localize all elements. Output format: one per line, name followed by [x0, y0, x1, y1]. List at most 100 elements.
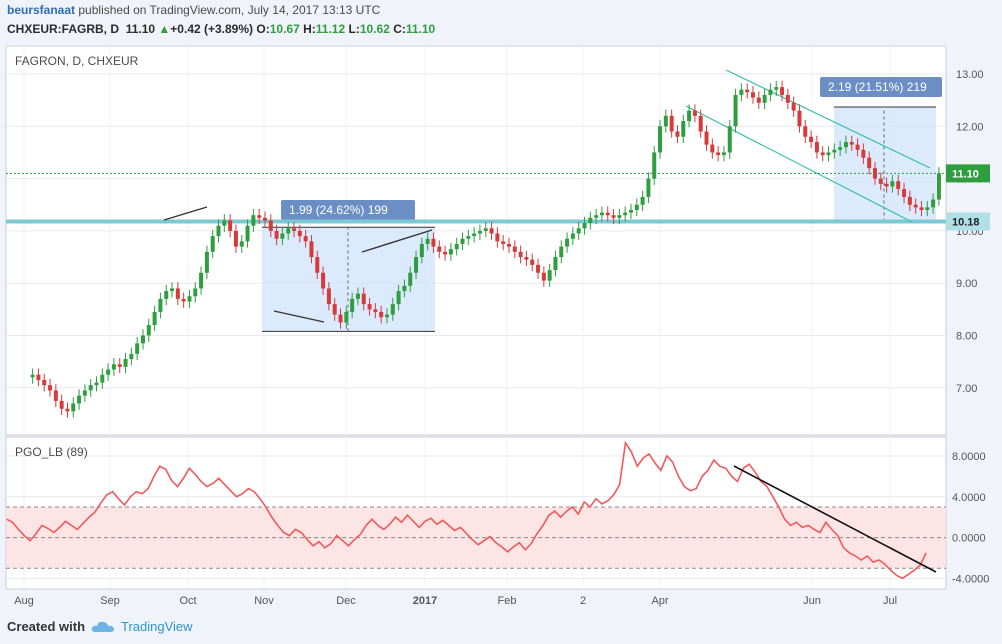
candle[interactable]: [617, 215, 622, 218]
candle[interactable]: [524, 257, 529, 260]
candle[interactable]: [762, 94, 767, 103]
channel-lower-line[interactable]: [685, 105, 913, 223]
candle[interactable]: [344, 311, 349, 323]
candle[interactable]: [838, 147, 843, 150]
candle[interactable]: [675, 131, 680, 137]
candle[interactable]: [129, 353, 134, 360]
candle[interactable]: [774, 87, 779, 90]
candle[interactable]: [425, 238, 430, 244]
candle[interactable]: [826, 152, 831, 156]
candle[interactable]: [59, 400, 64, 409]
candle[interactable]: [878, 178, 883, 184]
candle[interactable]: [268, 220, 273, 231]
candle[interactable]: [518, 251, 523, 258]
candle[interactable]: [477, 230, 482, 234]
candle[interactable]: [733, 94, 738, 127]
candle[interactable]: [233, 230, 238, 247]
candle[interactable]: [158, 298, 163, 312]
candle[interactable]: [814, 141, 819, 153]
trendline[interactable]: [361, 229, 433, 253]
candle[interactable]: [809, 136, 814, 142]
candle[interactable]: [71, 403, 76, 412]
candle[interactable]: [332, 304, 337, 315]
candle[interactable]: [646, 178, 651, 197]
candle[interactable]: [303, 236, 308, 242]
candle[interactable]: [588, 217, 593, 224]
candle[interactable]: [111, 364, 116, 370]
candle[interactable]: [321, 272, 326, 289]
candle[interactable]: [576, 228, 581, 234]
candle[interactable]: [135, 343, 140, 354]
candle[interactable]: [257, 215, 262, 218]
candle[interactable]: [170, 288, 175, 292]
candle[interactable]: [193, 288, 198, 297]
candle[interactable]: [634, 204, 639, 210]
candle[interactable]: [414, 257, 419, 273]
candle[interactable]: [262, 217, 267, 221]
candle[interactable]: [472, 233, 477, 237]
candle[interactable]: [315, 257, 320, 273]
candle[interactable]: [843, 141, 848, 148]
candle[interactable]: [780, 87, 785, 95]
candle[interactable]: [536, 264, 541, 273]
candle[interactable]: [181, 298, 186, 302]
candle[interactable]: [402, 285, 407, 292]
candle[interactable]: [251, 215, 256, 226]
candle[interactable]: [745, 89, 750, 93]
pgo-trendline[interactable]: [733, 465, 937, 573]
candle[interactable]: [274, 230, 279, 239]
candle[interactable]: [204, 251, 209, 273]
candle[interactable]: [175, 288, 180, 299]
candle[interactable]: [384, 314, 389, 318]
candle[interactable]: [750, 92, 755, 98]
candle[interactable]: [460, 238, 465, 244]
tradingview-brand-link[interactable]: TradingView: [121, 619, 193, 634]
candle[interactable]: [297, 230, 302, 237]
candle[interactable]: [228, 220, 233, 231]
candle[interactable]: [710, 144, 715, 153]
candle[interactable]: [53, 390, 58, 401]
candle[interactable]: [902, 189, 907, 197]
candle[interactable]: [367, 304, 372, 310]
candle[interactable]: [443, 251, 448, 255]
candle[interactable]: [361, 293, 366, 305]
candle[interactable]: [483, 228, 488, 231]
trendline[interactable]: [163, 206, 208, 221]
candle[interactable]: [832, 149, 837, 153]
candle[interactable]: [925, 207, 930, 210]
candle[interactable]: [687, 110, 692, 122]
candle[interactable]: [286, 228, 291, 234]
candle[interactable]: [146, 325, 151, 336]
candle[interactable]: [373, 309, 378, 312]
candle[interactable]: [82, 390, 87, 396]
candle[interactable]: [663, 115, 668, 127]
candle[interactable]: [152, 311, 157, 326]
candle[interactable]: [605, 212, 610, 216]
candle[interactable]: [547, 270, 552, 281]
candle[interactable]: [739, 89, 744, 95]
candle[interactable]: [623, 212, 628, 216]
candle[interactable]: [599, 212, 604, 216]
candle[interactable]: [907, 196, 912, 205]
candle[interactable]: [506, 243, 511, 247]
candle[interactable]: [785, 94, 790, 103]
candle[interactable]: [280, 233, 285, 239]
candle[interactable]: [855, 144, 860, 150]
candle[interactable]: [454, 243, 459, 250]
candle[interactable]: [408, 272, 413, 286]
candle[interactable]: [611, 215, 616, 218]
candle[interactable]: [820, 152, 825, 156]
candle[interactable]: [222, 220, 227, 226]
candle[interactable]: [338, 314, 343, 323]
candle[interactable]: [867, 157, 872, 169]
candle[interactable]: [437, 246, 442, 252]
candle[interactable]: [890, 181, 895, 187]
candle[interactable]: [727, 126, 732, 153]
candle[interactable]: [88, 385, 93, 391]
candle[interactable]: [216, 225, 221, 237]
pgo-series-line[interactable]: [6, 440, 927, 580]
candle[interactable]: [187, 296, 192, 302]
candle[interactable]: [849, 141, 854, 145]
candle[interactable]: [123, 359, 128, 367]
candle[interactable]: [419, 243, 424, 258]
